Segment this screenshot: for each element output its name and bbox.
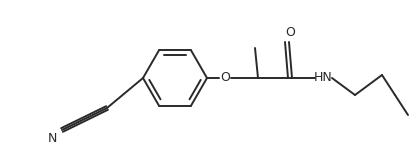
Text: O: O [220,71,229,84]
Text: N: N [47,131,56,144]
Text: HN: HN [313,71,332,84]
Text: O: O [284,27,294,40]
